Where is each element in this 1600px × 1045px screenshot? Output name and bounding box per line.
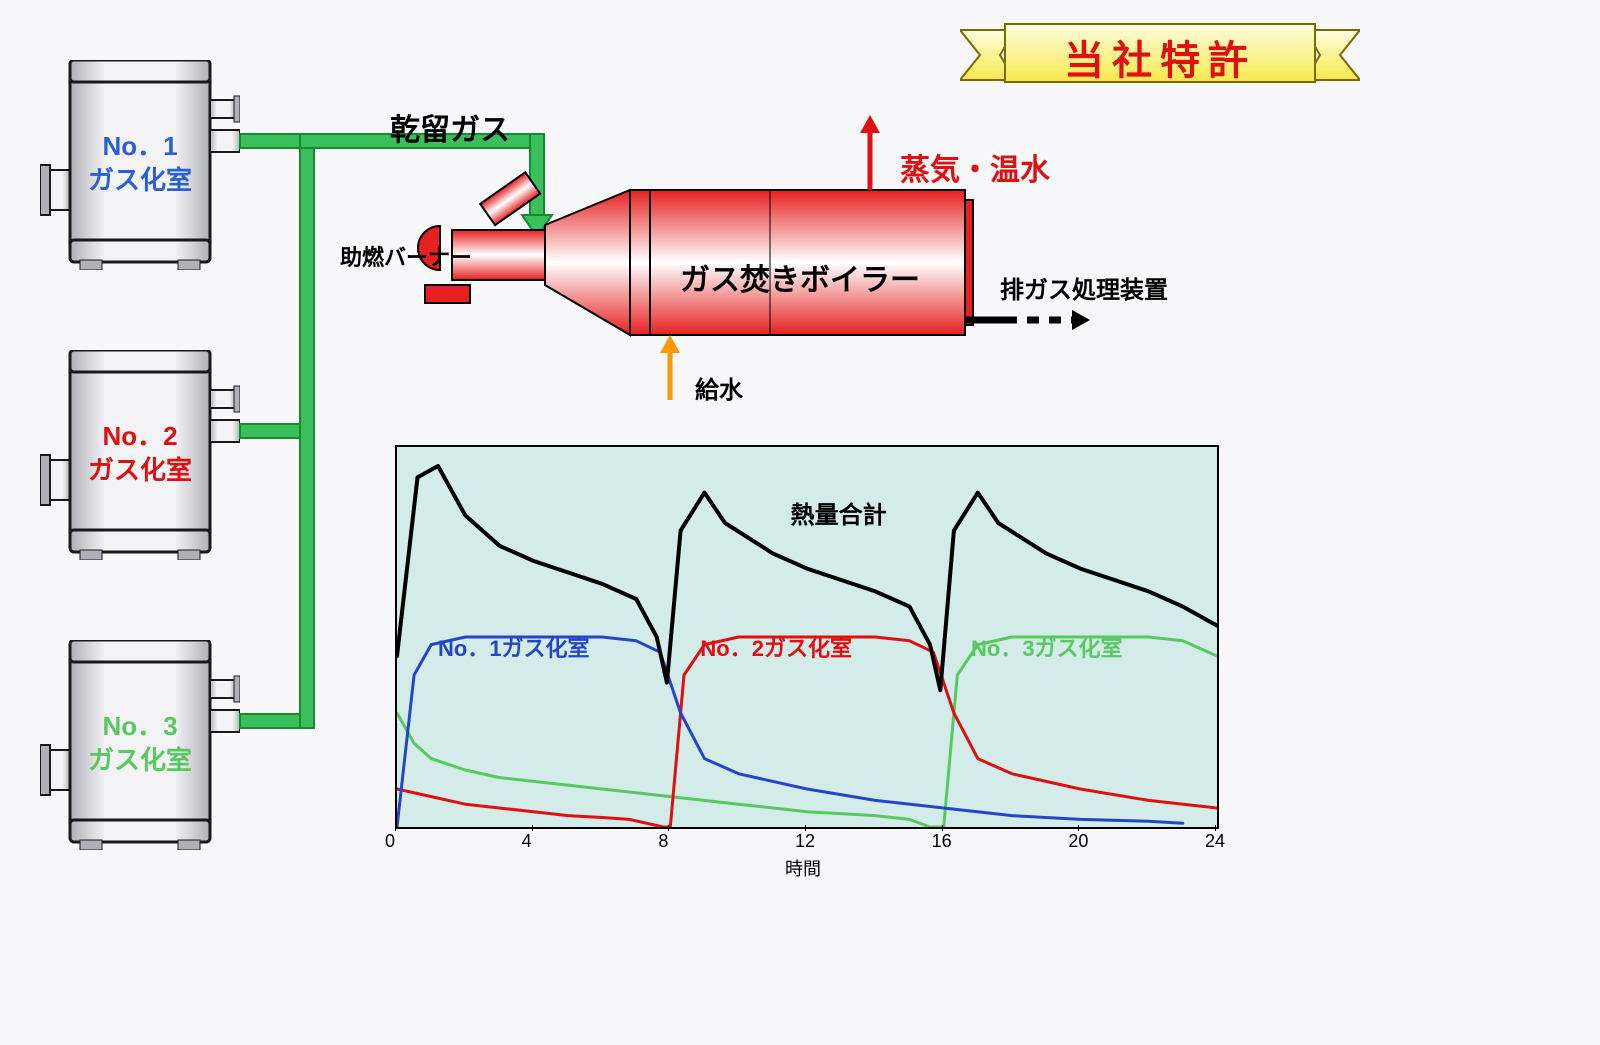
chamber-subtitle: ガス化室 (88, 455, 192, 485)
gasification-chamber: No．1 ガス化室 (40, 60, 240, 270)
chamber-label: No．3 ガス化室 (60, 710, 220, 778)
label-exhaust: 排ガス処理装置 (1000, 270, 1168, 305)
svg-text:No．1ガス化室: No．1ガス化室 (438, 636, 590, 661)
chart-xtick: 8 (658, 831, 668, 852)
chamber-number: No．1 (102, 131, 177, 161)
diagram-stage: 当社特許 (0, 0, 1600, 1045)
gasification-chamber: No．3 ガス化室 (40, 640, 240, 850)
chamber-number: No．3 (102, 711, 177, 741)
heat-chart: 熱量合計 No．1ガス化室 No．2ガス化室 No．3ガス化室 (395, 445, 1219, 829)
label-dry_gas: 乾留ガス (390, 105, 510, 149)
chamber-label: No．1 ガス化室 (60, 130, 220, 198)
chart-xtick: 0 (385, 831, 395, 852)
label-boiler: ガス焚きボイラー (680, 255, 920, 299)
label-water_supply: 給水 (695, 370, 743, 405)
chart-xtick: 12 (795, 831, 815, 852)
chamber-subtitle: ガス化室 (88, 745, 192, 775)
chart-xtick: 16 (932, 831, 952, 852)
label-steam_hot: 蒸気・温水 (900, 145, 1050, 189)
gasification-chamber: No．2 ガス化室 (40, 350, 240, 560)
chart-xtick: 4 (522, 831, 532, 852)
chart-xtick: 24 (1205, 831, 1225, 852)
chart-xtick: 20 (1068, 831, 1088, 852)
svg-text:熱量合計: 熱量合計 (791, 501, 887, 529)
heat-chart-svg: 熱量合計 No．1ガス化室 No．2ガス化室 No．3ガス化室 (397, 447, 1217, 827)
patent-ribbon: 当社特許 (960, 20, 1360, 90)
svg-text:No．3ガス化室: No．3ガス化室 (971, 636, 1123, 661)
svg-text:No．2ガス化室: No．2ガス化室 (700, 636, 852, 661)
chart-xlabel: 時間 (785, 855, 821, 881)
chamber-label: No．2 ガス化室 (60, 420, 220, 488)
chamber-number: No．2 (102, 421, 177, 451)
patent-ribbon-text: 当社特許 (960, 28, 1360, 86)
label-aux_burner: 助燃バーナー (340, 240, 472, 272)
chamber-subtitle: ガス化室 (88, 165, 192, 195)
